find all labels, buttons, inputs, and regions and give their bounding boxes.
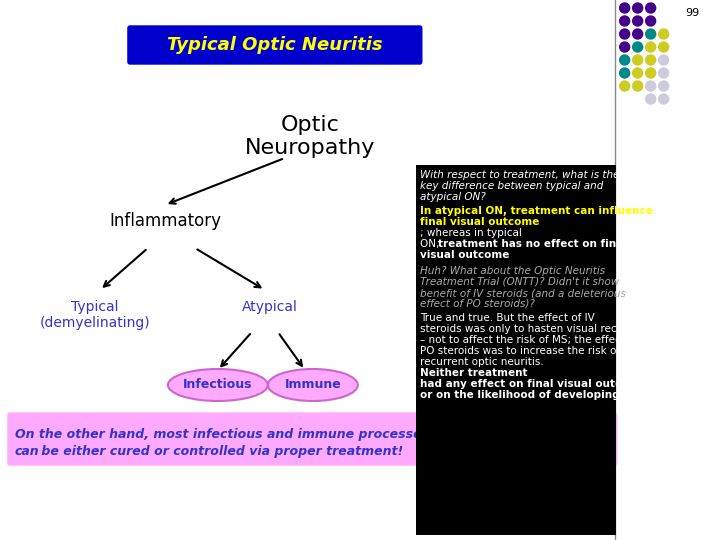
Text: Typical
(demyelinating): Typical (demyelinating) [40, 300, 150, 330]
Circle shape [646, 3, 656, 13]
Circle shape [633, 3, 643, 13]
Text: final visual outcome: final visual outcome [420, 217, 539, 227]
Text: effect of PO steroids)?: effect of PO steroids)? [420, 299, 535, 309]
Text: treatment has no effect on final: treatment has no effect on final [438, 239, 626, 249]
Ellipse shape [168, 369, 268, 401]
Text: key difference between typical and: key difference between typical and [420, 181, 603, 191]
Text: can: can [15, 445, 40, 458]
Text: be either cured or controlled via proper treatment!: be either cured or controlled via proper… [37, 445, 403, 458]
Circle shape [633, 81, 643, 91]
Circle shape [620, 3, 630, 13]
Circle shape [633, 16, 643, 26]
Text: Infectious: Infectious [183, 379, 253, 392]
Text: On the other hand, most infectious and immune processes: On the other hand, most infectious and i… [15, 428, 429, 441]
Circle shape [620, 81, 630, 91]
Circle shape [620, 42, 630, 52]
Text: Typical Optic Neuritis: Typical Optic Neuritis [167, 36, 382, 54]
Text: Inflammatory: Inflammatory [109, 212, 221, 230]
Text: ON,: ON, [420, 239, 442, 249]
Text: benefit of IV steroids (and a deleterious: benefit of IV steroids (and a deleteriou… [420, 288, 626, 298]
Circle shape [659, 42, 669, 52]
FancyBboxPatch shape [8, 413, 616, 465]
Circle shape [620, 55, 630, 65]
Text: Optic
Neuropathy: Optic Neuropathy [245, 115, 375, 158]
Circle shape [659, 68, 669, 78]
Circle shape [633, 55, 643, 65]
Circle shape [646, 68, 656, 78]
Text: Huh? What about the Optic Neuritis: Huh? What about the Optic Neuritis [420, 266, 605, 276]
Text: Neither treatment: Neither treatment [420, 368, 527, 378]
FancyBboxPatch shape [415, 165, 616, 535]
Text: With respect to treatment, what is the: With respect to treatment, what is the [420, 170, 619, 180]
Circle shape [620, 68, 630, 78]
Circle shape [646, 29, 656, 39]
Circle shape [659, 29, 669, 39]
Circle shape [659, 55, 669, 65]
Text: Treatment Trial (ONTT)? Didn't it show: Treatment Trial (ONTT)? Didn't it show [420, 277, 619, 287]
Circle shape [633, 29, 643, 39]
Text: or on the likelihood of developing MS.: or on the likelihood of developing MS. [420, 390, 645, 400]
Ellipse shape [268, 369, 358, 401]
Text: recurrent optic neuritis.: recurrent optic neuritis. [420, 357, 546, 367]
Text: In atypical ON, treatment can influence: In atypical ON, treatment can influence [420, 206, 652, 216]
Circle shape [620, 29, 630, 39]
Circle shape [646, 81, 656, 91]
Text: 99: 99 [685, 8, 700, 18]
Circle shape [646, 94, 656, 104]
Text: steroids was only to hasten visual recovery: steroids was only to hasten visual recov… [420, 324, 646, 334]
Circle shape [646, 42, 656, 52]
Circle shape [659, 94, 669, 104]
Circle shape [633, 68, 643, 78]
Text: Immune: Immune [284, 379, 341, 392]
Text: ; whereas in typical: ; whereas in typical [420, 228, 522, 238]
Text: atypical ON?: atypical ON? [420, 192, 485, 202]
Text: visual outcome: visual outcome [420, 250, 509, 260]
Circle shape [620, 16, 630, 26]
Circle shape [659, 81, 669, 91]
Circle shape [633, 42, 643, 52]
Circle shape [646, 16, 656, 26]
Text: Atypical: Atypical [242, 300, 298, 314]
Text: PO steroids was to increase the risk of: PO steroids was to increase the risk of [420, 346, 620, 356]
Text: had any effect on final visual outcome,: had any effect on final visual outcome, [420, 379, 650, 389]
Text: True and true. But the effect of IV: True and true. But the effect of IV [420, 313, 595, 323]
Text: – not to affect the risk of MS; the effect of: – not to affect the risk of MS; the effe… [420, 335, 638, 345]
Circle shape [646, 55, 656, 65]
FancyBboxPatch shape [128, 26, 422, 64]
